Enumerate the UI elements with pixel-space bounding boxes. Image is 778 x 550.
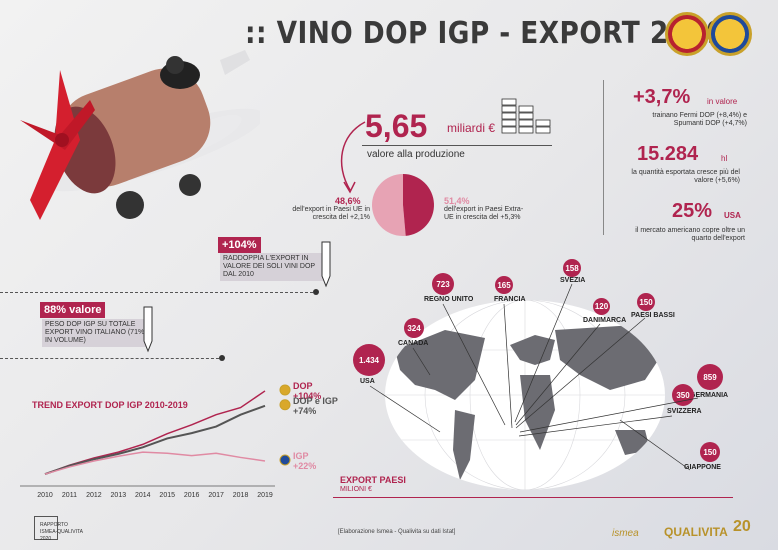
extra-pct: 51,4% — [444, 196, 470, 206]
bubble-danimarca: 120 — [593, 298, 610, 315]
series-seal-icon — [279, 454, 291, 466]
report-line1: RAPPORTO — [40, 522, 68, 528]
stat-suffix-volume: hl — [721, 154, 728, 163]
stat-text-growth: trainano Fermi DOP (+8,4%) e Spumanti DO… — [652, 112, 747, 127]
stat-suffix-usa: USA — [724, 211, 741, 220]
series-seal-icon — [279, 399, 291, 411]
stat-text-usa: il mercato americano copre oltre un quar… — [635, 227, 745, 242]
bubble-giappone: 150 — [700, 442, 720, 462]
label-paesi-bassi: PAESI BASSI — [631, 312, 675, 319]
bubble-svezia: 158 — [563, 259, 581, 277]
source-note: [Elaborazione Ismea - Qualivita su dati … — [338, 529, 456, 535]
extra-text: dell'export in Paesi Extra-UE in crescit… — [444, 206, 524, 221]
bubble-canada: 324 — [404, 318, 424, 338]
bubble-paesi-bassi: 150 — [637, 293, 655, 311]
x-tick-label: 2010 — [37, 492, 53, 499]
export-label-unit: MILIONI € — [340, 486, 372, 493]
dop-seal-icon — [665, 12, 709, 56]
report-logo — [34, 516, 58, 540]
label-danimarca: DANIMARCA — [583, 317, 627, 324]
igp-seal-icon — [708, 12, 752, 56]
x-tick-label: 2018 — [233, 492, 249, 499]
chart-title: TREND EXPORT DOP IGP 2010-2019 — [32, 400, 188, 410]
series-name-label: IGP — [293, 451, 309, 461]
divider-upper-dot — [313, 289, 319, 295]
curved-arrow-icon — [340, 121, 366, 194]
report-line2: ISMEA-QUALIVITA — [40, 529, 83, 535]
series-line-dop-e-igp — [44, 404, 266, 476]
export-split-pie — [372, 174, 434, 236]
series-seal-icon — [279, 384, 291, 396]
bubble-svizzera: 350 — [672, 384, 694, 406]
x-tick-label: 2016 — [184, 492, 200, 499]
stat-value-growth: +3,7% — [633, 86, 691, 108]
series-growth-label: +22% — [293, 461, 316, 471]
doubling-text: RADDOPPIA L'EXPORT IN VALORE DEI SOLI VI… — [220, 253, 326, 281]
production-value: 5,65 — [365, 108, 428, 144]
stat-text-volume: la quantità esportata cresce più del val… — [631, 169, 740, 184]
series-name-label: DOP — [293, 381, 313, 391]
x-tick-label: 2013 — [111, 492, 127, 499]
report-line3: 2020 — [40, 536, 52, 542]
bubble-francia: 165 — [495, 276, 513, 294]
share-text: PESO DOP IGP SU TOTALE EXPORT VINO ITALI… — [42, 319, 148, 347]
page-title: :: VINO DOP IGP - EXPORT 2019 — [245, 16, 726, 51]
qualivita-logo: QUALIVITA — [664, 525, 728, 539]
anniversary-logo: 20 — [733, 518, 751, 535]
stat-suffix-growth: in valore — [707, 97, 738, 106]
bubble-usa: 1.434 — [353, 344, 385, 376]
production-unit: miliardi € — [447, 121, 496, 135]
x-tick-label: 2012 — [86, 492, 102, 499]
ue-text: dell'export in Paesi UE in crescita del … — [292, 206, 370, 221]
doubling-badge: +104% — [218, 237, 261, 253]
series-growth-label: +74% — [293, 406, 316, 416]
pie-slice-ue — [403, 174, 434, 236]
series-line-dop — [44, 390, 266, 475]
production-label: valore alla produzione — [367, 149, 465, 160]
stat-value-usa: 25% — [672, 200, 713, 222]
divider-lower — [0, 358, 224, 359]
series-line-igp — [44, 451, 266, 475]
export-label-title: EXPORT PAESI — [340, 475, 406, 485]
label-regno-unito: REGNO UNITO — [424, 296, 474, 303]
divider-lower-dot — [219, 355, 225, 361]
pen-icon-doubling — [321, 241, 331, 288]
series-name-label: DOP e IGP — [293, 396, 338, 406]
pie-slice-extra-ue — [372, 174, 406, 236]
x-tick-label: 2011 — [62, 492, 77, 499]
label-germania: GERMANIA — [690, 392, 729, 399]
x-tick-label: 2019 — [257, 492, 273, 499]
x-tick-label: 2017 — [208, 492, 224, 499]
pen-icon-share — [143, 306, 153, 353]
bubble-germania: 859 — [697, 364, 723, 390]
label-usa: USA — [360, 378, 375, 385]
label-giappone: GIAPPONE — [684, 464, 721, 471]
export-label-line — [333, 497, 733, 498]
label-francia: FRANCIA — [494, 296, 526, 303]
stat-value-volume: 15.284 — [637, 143, 699, 165]
x-tick-label: 2015 — [159, 492, 175, 499]
coin-stack-icon — [501, 98, 551, 134]
cork-airplane-illustration — [20, 50, 260, 220]
divider-upper — [0, 292, 318, 293]
label-svezia: SVEZIA — [560, 277, 586, 284]
label-svizzera: SVIZZERA — [667, 408, 702, 415]
share-badge: 88% valore — [40, 302, 106, 318]
bubble-regno-unito: 723 — [432, 273, 454, 295]
right-divider — [603, 80, 604, 235]
ue-pct: 48,6% — [335, 196, 361, 206]
x-tick-label: 2014 — [135, 492, 151, 499]
series-growth-label: +104% — [293, 391, 321, 401]
trend-line-chart: 2010 2011 2012 2013 2014 2015 2016 2017 2018 2019… — [20, 381, 338, 499]
label-canada: CANADA — [398, 340, 429, 347]
production-underline — [362, 145, 552, 146]
ismea-logo: ismea — [612, 528, 639, 539]
